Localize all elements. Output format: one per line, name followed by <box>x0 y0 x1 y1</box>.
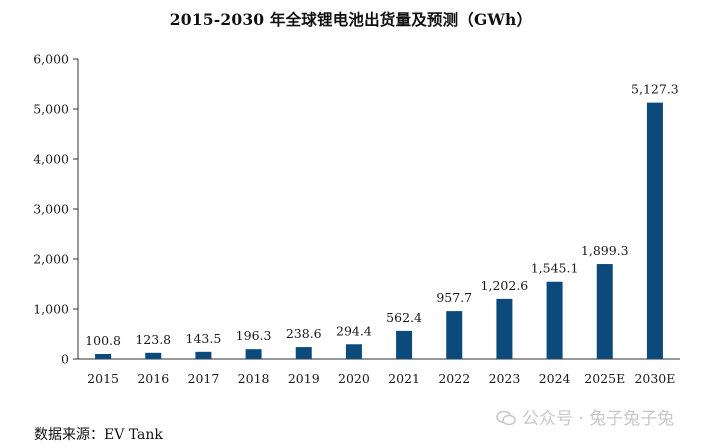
watermark: 公众号 · 兔子兔子兔 <box>496 404 674 429</box>
x-tick-label: 2024 <box>539 371 571 386</box>
x-tick-label: 2020 <box>338 371 370 386</box>
bar-2020 <box>345 344 362 359</box>
data-label-2017: 143.5 <box>186 331 222 346</box>
y-tick-label: 4,000 <box>33 152 69 167</box>
x-tick-label: 2016 <box>137 371 169 386</box>
y-axis: 0 1,000 2,000 3,000 4,000 5,000 6,000 <box>33 52 79 367</box>
bar-2024 <box>546 281 563 359</box>
x-axis: 2015 2016 2017 2018 2019 2020 2021 2022 2023 2024… <box>78 358 680 386</box>
bar-2017 <box>195 351 212 359</box>
bar-2021 <box>396 330 413 359</box>
y-tick-label: 1,000 <box>33 302 69 317</box>
data-labels: 100.8 123.8 143.5 196.3 238.6 294.4 562.4 957.7… <box>85 82 679 348</box>
y-tick-label: 6,000 <box>33 52 69 67</box>
x-tick-label: 2030E <box>634 371 675 386</box>
data-label-2019: 238.6 <box>286 326 322 341</box>
data-label-2030E: 5,127.3 <box>631 82 679 97</box>
data-label-2016: 123.8 <box>135 332 171 347</box>
wechat-icon <box>496 410 516 426</box>
bar-2018 <box>245 349 262 359</box>
x-tick-label: 2017 <box>188 371 220 386</box>
data-label-2021: 562.4 <box>386 310 422 325</box>
data-label-2023: 1,202.6 <box>481 278 529 293</box>
y-tick-label: 3,000 <box>33 202 69 217</box>
data-label-2024: 1,545.1 <box>531 261 579 276</box>
bar-2025E <box>596 264 613 359</box>
bar-2019 <box>295 347 312 359</box>
y-tick-label: 5,000 <box>33 102 69 117</box>
x-tick-label: 2021 <box>388 371 420 386</box>
bar-2023 <box>496 298 513 359</box>
bars <box>95 102 663 359</box>
data-label-2022: 957.7 <box>436 290 472 305</box>
x-tick-label: 2025E <box>584 371 625 386</box>
x-tick-label: 2019 <box>288 371 320 386</box>
x-tick-label: 2022 <box>438 371 470 386</box>
data-label-2018: 196.3 <box>236 328 272 343</box>
y-tick-label: 0 <box>61 352 69 367</box>
watermark-text: 公众号 · 兔子兔子兔 <box>522 409 675 429</box>
chart-title: 2015-2030 年全球锂电池出货量及预测（GWh） <box>169 10 533 29</box>
data-label-2025E: 1,899.3 <box>581 243 629 258</box>
bar-2022 <box>446 311 463 359</box>
bar-2030E <box>646 102 663 359</box>
y-tick-label: 2,000 <box>33 252 69 267</box>
x-tick-label: 2018 <box>238 371 270 386</box>
bar-2016 <box>145 352 162 359</box>
x-tick-label: 2023 <box>489 371 521 386</box>
x-tick-label: 2015 <box>87 371 119 386</box>
data-label-2015: 100.8 <box>85 333 121 348</box>
source-note: 数据来源：EV Tank <box>34 427 163 443</box>
bar-2015 <box>95 353 112 359</box>
data-label-2020: 294.4 <box>336 323 372 338</box>
